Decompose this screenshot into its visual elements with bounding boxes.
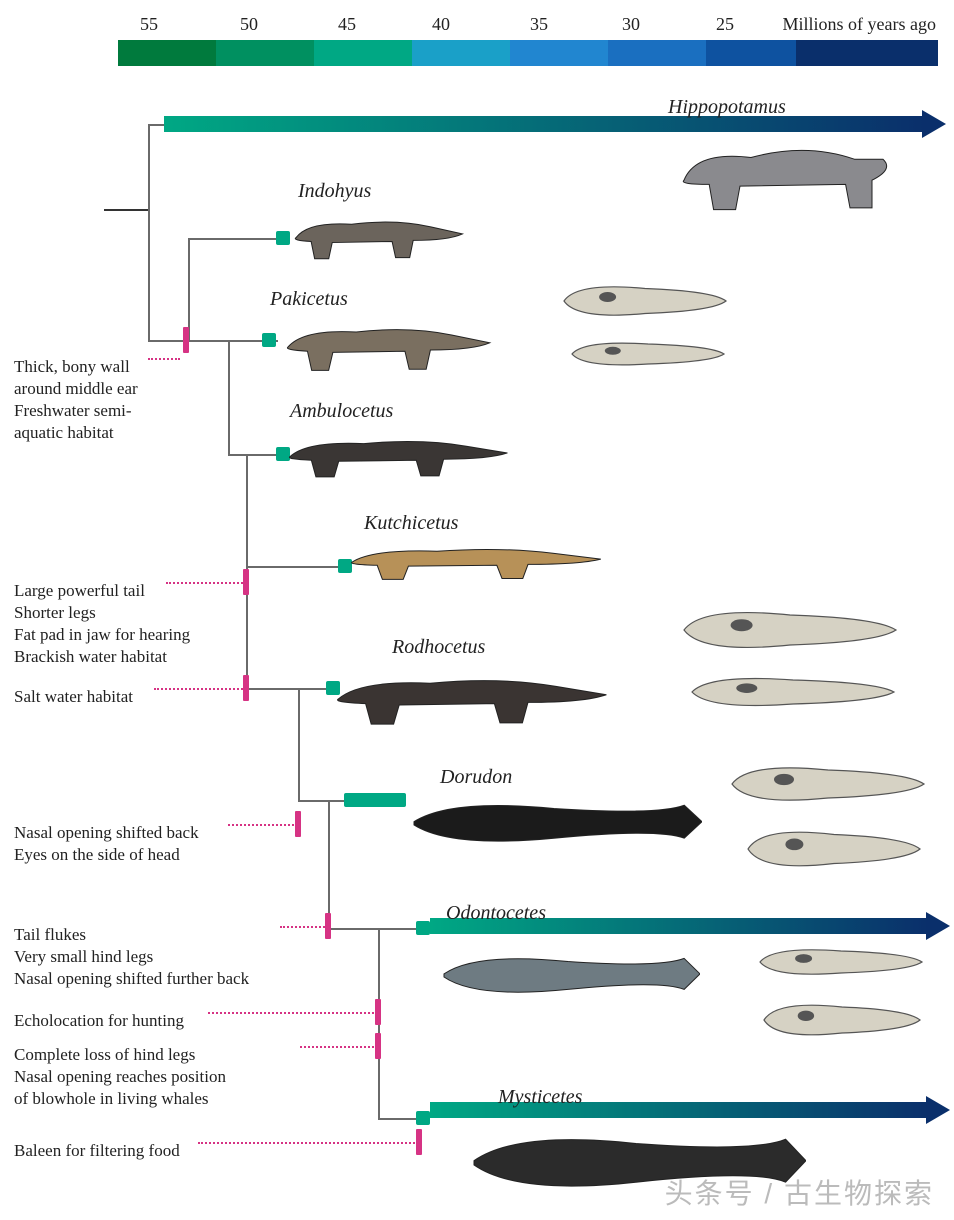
annotation-leader [148, 358, 180, 360]
skull-odontocetes [760, 994, 924, 1051]
species-label-hippopotamus: Hippopotamus [668, 96, 786, 119]
trait-annotation: Large powerful tailShorter legsFat pad i… [14, 580, 190, 668]
silhouette-odontocetes [436, 946, 700, 1013]
branch-hline [328, 928, 430, 930]
figure-canvas: 55 50 45 40 35 30 25 Millions of years ago Hip… [0, 0, 954, 1220]
timeline-segment [118, 40, 216, 66]
timeline-segment [510, 40, 608, 66]
annotation-leader [154, 688, 246, 690]
species-label-ambulocetus: Ambulocetus [290, 400, 393, 423]
watermark: 头条号 / 古生物探索 [665, 1172, 934, 1212]
species-label-indohyus: Indohyus [298, 180, 371, 203]
annotation-leader [228, 824, 298, 826]
skull-rodhocetus [688, 668, 898, 721]
species-label-kutchicetus: Kutchicetus [364, 512, 458, 535]
taxon-range-marker [262, 333, 276, 347]
timeline-tick: 55 [140, 14, 158, 35]
range-arrow [164, 116, 924, 132]
trait-annotation: Baleen for filtering food [14, 1140, 180, 1162]
trait-annotation: Nasal opening shifted backEyes on the si… [14, 822, 199, 866]
silhouette-kutchicetus [346, 538, 606, 587]
timeline-title: Millions of years ago [783, 14, 936, 35]
timeline-segment [706, 40, 796, 66]
species-label-rodhocetus: Rodhocetus [392, 636, 485, 659]
timeline-segment [608, 40, 706, 66]
timeline-tick: 50 [240, 14, 258, 35]
annotation-leader [198, 1142, 418, 1144]
taxon-range-marker [276, 231, 290, 245]
trait-annotation: Tail flukesVery small hind legsNasal ope… [14, 924, 249, 990]
range-arrow-head [926, 912, 950, 940]
timeline-tick: 35 [530, 14, 548, 35]
timeline-tick: 30 [622, 14, 640, 35]
tree-root-line [104, 209, 148, 211]
silhouette-rodhocetus [332, 664, 612, 733]
branch-vline [298, 688, 300, 800]
annotation-leader [280, 926, 328, 928]
annotation-leader [300, 1046, 378, 1048]
trait-annotation: Echolocation for hunting [14, 1010, 184, 1032]
silhouette-dorudon [406, 792, 702, 863]
branch-vline [148, 124, 150, 340]
branch-hline [228, 454, 278, 456]
timeline-tick: 40 [432, 14, 450, 35]
skull-pakicetus [560, 276, 730, 331]
taxon-range-marker [344, 793, 406, 807]
range-arrow-head [926, 1096, 950, 1124]
branch-hline [148, 124, 164, 126]
branch-vline [228, 340, 230, 454]
skull-pakicetus [568, 334, 728, 379]
silhouette-indohyus [290, 208, 466, 267]
trait-annotation: Complete loss of hind legsNasal opening … [14, 1044, 226, 1110]
branch-hline [188, 238, 280, 240]
skull-odontocetes [756, 940, 926, 989]
branch-hline [246, 688, 328, 690]
annotation-leader [166, 582, 246, 584]
apomorphy-marker [183, 327, 189, 353]
timeline-tick: 45 [338, 14, 356, 35]
annotation-leader [208, 1012, 378, 1014]
timeline-segment [412, 40, 510, 66]
skull-dorudon [744, 820, 924, 883]
trait-annotation: Salt water habitat [14, 686, 133, 708]
branch-hline [246, 566, 340, 568]
timeline-segment [796, 40, 938, 66]
skull-rodhocetus [680, 600, 900, 665]
silhouette-hippopotamus [674, 134, 894, 223]
branch-vline [188, 238, 190, 340]
silhouette-pakicetus [282, 314, 494, 379]
species-label-pakicetus: Pakicetus [270, 288, 348, 311]
species-label-mysticetes: Mysticetes [498, 1086, 582, 1109]
taxon-range-marker [416, 921, 430, 935]
skull-dorudon [728, 756, 928, 817]
branch-vline [328, 800, 330, 928]
timeline-segment [314, 40, 412, 66]
taxon-range-marker [416, 1111, 430, 1125]
silhouette-ambulocetus [284, 428, 512, 485]
trait-annotation: Thick, bony wallaround middle earFreshwa… [14, 356, 138, 444]
timeline-tick: 25 [716, 14, 734, 35]
range-arrow-head [922, 110, 946, 138]
timeline-segment [216, 40, 314, 66]
species-label-dorudon: Dorudon [440, 766, 512, 789]
species-label-odontocetes: Odontocetes [446, 902, 546, 925]
